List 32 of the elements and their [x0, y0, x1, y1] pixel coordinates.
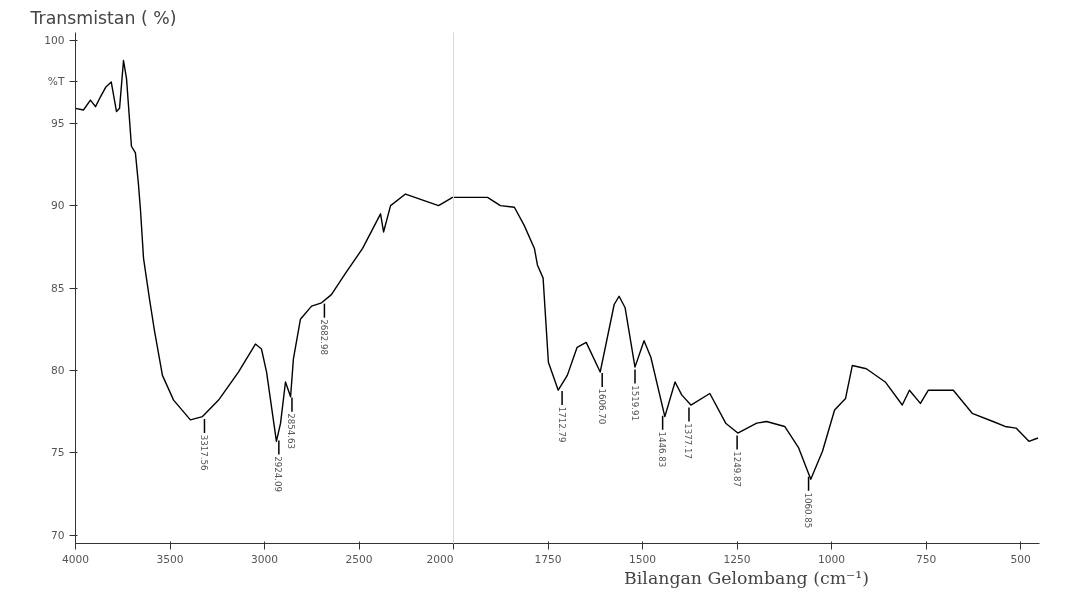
y-axis-title: Transmistan ( %) — [29, 7, 177, 28]
annotation: 1446.83 — [657, 431, 668, 468]
y-tick-label: 75 — [50, 446, 65, 460]
x-tick-label: 2500 — [345, 552, 373, 566]
annotation: 1606.70 — [596, 388, 607, 425]
x-tick-label: 3000 — [250, 552, 279, 566]
x-tick-label: 4000 — [61, 552, 90, 566]
x-axis-title: Bilangan Gelombang (cm⁻¹) — [624, 567, 869, 588]
x-tick-label: 3500 — [156, 552, 184, 566]
x-tick-label: 1750 — [534, 552, 562, 566]
annotation: 2682.98 — [318, 319, 329, 356]
y-tick-label: %T — [47, 75, 65, 89]
y-tick-label: 80 — [50, 363, 65, 377]
x-tick-label: 2000 — [426, 552, 454, 566]
y-tick-label: 90 — [50, 199, 65, 213]
annotation: 1377.17 — [683, 423, 694, 459]
y-tick-label: 70 — [50, 528, 65, 542]
annotation: 2854.63 — [286, 413, 297, 450]
y-tick-label: 85 — [50, 281, 65, 295]
x-tick-label: 500 — [1010, 552, 1031, 566]
annotation: 1249.87 — [731, 451, 742, 487]
x-tick-label: 1250 — [723, 552, 751, 566]
x-tick-label: 750 — [915, 552, 937, 566]
annotation: 1712.79 — [556, 406, 567, 443]
x-tick-label: 1500 — [628, 552, 657, 566]
y-tick-label: 95 — [50, 116, 65, 130]
x-tick-label: 1000 — [818, 552, 846, 566]
annotation: 1519.91 — [629, 385, 640, 422]
y-tick-label: 100 — [44, 34, 65, 48]
annotation: 3317.56 — [198, 434, 209, 471]
annotation: 1060.85 — [803, 492, 814, 529]
annotation: 2924.09 — [273, 456, 284, 492]
